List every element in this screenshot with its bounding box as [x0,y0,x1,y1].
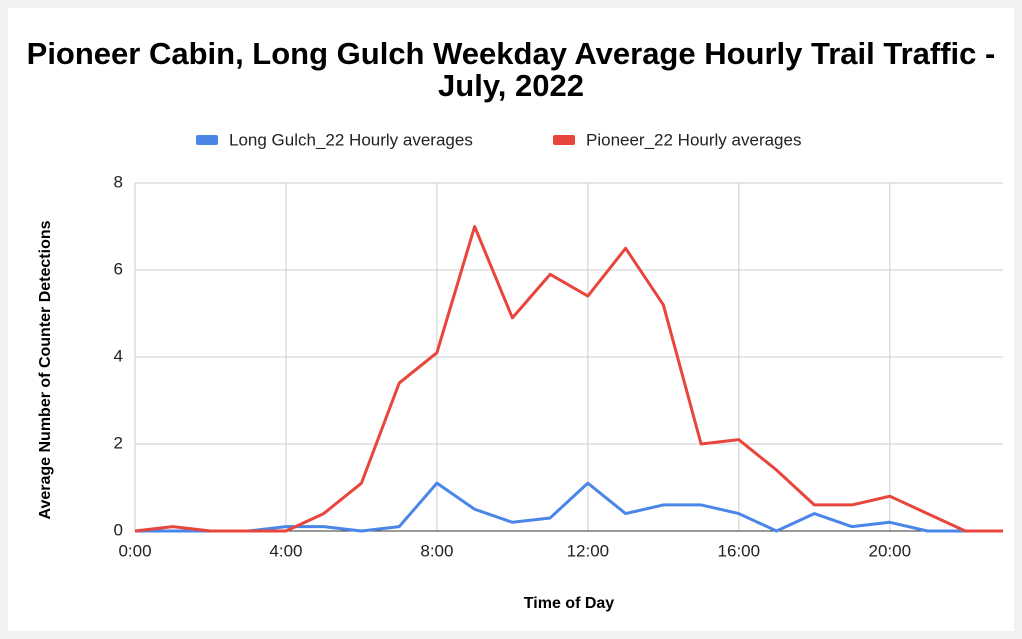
legend-swatch [553,135,575,145]
y-tick-label: 2 [114,433,123,452]
line-series [135,481,1003,533]
x-tick-label: 0:00 [118,541,151,560]
x-tick-label: 20:00 [869,541,912,560]
x-tick-label: 4:00 [269,541,302,560]
y-axis-title: Average Number of Counter Detections [37,220,54,519]
y-tick-label: 8 [114,172,123,191]
legend-label: Long Gulch_22 Hourly averages [229,130,473,149]
x-axis-title: Time of Day [524,595,615,612]
legend-label: Pioneer_22 Hourly averages [586,130,801,149]
chart-title: Pioneer Cabin, Long Gulch Weekday Averag… [26,36,996,103]
y-tick-label: 0 [114,520,123,539]
legend-swatch [196,135,218,145]
y-tick-label: 4 [114,346,123,365]
x-tick-label: 8:00 [420,541,453,560]
x-tick-label: 16:00 [718,541,761,560]
x-tick-label: 12:00 [567,541,610,560]
line-series [134,225,1003,533]
y-tick-label: 6 [114,259,123,278]
